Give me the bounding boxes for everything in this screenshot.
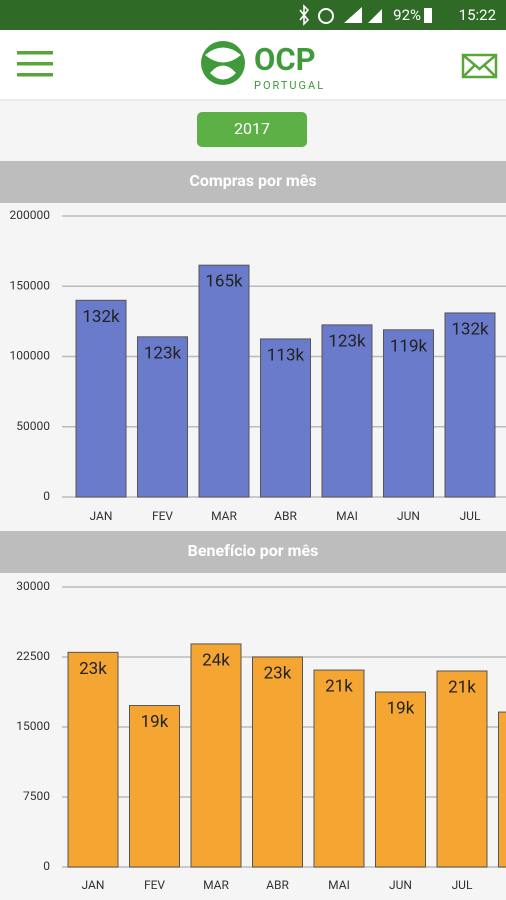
x-tick-label: JUN <box>389 878 412 892</box>
x-tick-label: FEV <box>144 878 165 892</box>
section-band <box>0 531 506 573</box>
x-tick-label: MAI <box>328 878 350 892</box>
bar-label: 23k <box>79 659 107 679</box>
x-tick-label: JUN <box>397 509 420 523</box>
bar <box>498 711 506 868</box>
bar-label: 123k <box>328 331 366 351</box>
bar-label: 132k <box>82 307 120 327</box>
bar-label: 123k <box>144 343 182 363</box>
section-title: Compras por mês <box>189 171 316 190</box>
y-tick-label: 150000 <box>10 278 51 292</box>
bar <box>129 705 180 868</box>
bar <box>444 312 496 498</box>
bar-label: 19k <box>387 698 415 718</box>
bar <box>198 264 250 498</box>
bar <box>436 670 488 868</box>
signal-icon <box>368 9 382 23</box>
battery: 92% <box>393 6 421 24</box>
bar <box>252 656 303 868</box>
bar-label: 119k <box>390 336 428 356</box>
x-tick-label: FEV <box>152 509 173 523</box>
signal-icon <box>344 7 362 23</box>
logo-text: OCP <box>254 41 316 78</box>
clock: 15:22 <box>459 6 496 24</box>
bar-label: 21k <box>448 677 476 697</box>
bluetooth-icon <box>299 4 310 26</box>
y-tick-label: 100000 <box>10 349 51 363</box>
status-bar <box>0 0 506 30</box>
bar-label: 24k <box>202 650 230 670</box>
y-tick-label: 15000 <box>16 719 50 733</box>
bar <box>375 691 426 868</box>
bar <box>321 324 373 498</box>
bar <box>260 338 311 498</box>
bar <box>190 643 242 868</box>
app-header <box>0 30 506 100</box>
x-tick-label: MAR <box>203 878 229 892</box>
y-tick-label: 0 <box>43 859 50 873</box>
y-tick-label: 7500 <box>23 789 50 803</box>
battery-icon <box>424 8 432 23</box>
logo: OCP PORTUGAL <box>201 41 325 92</box>
x-tick-label: MAR <box>211 509 237 523</box>
x-tick-label: JUL <box>452 878 473 892</box>
bar-label: 132k <box>451 319 489 339</box>
bar-label: 165k <box>205 272 243 292</box>
mail-button[interactable] <box>461 53 498 79</box>
bar-label: 113k <box>267 345 305 365</box>
y-tick-label: 30000 <box>16 579 50 593</box>
x-tick-label: ABR <box>274 509 297 523</box>
y-tick-label: 0 <box>43 489 50 503</box>
y-tick-label: 200000 <box>10 208 51 222</box>
menu-button[interactable] <box>17 51 53 77</box>
year-label: 2017 <box>234 119 270 138</box>
bar <box>313 669 365 868</box>
year-button[interactable] <box>197 112 307 147</box>
logo-sub: PORTUGAL <box>254 79 325 92</box>
y-tick-label: 50000 <box>16 419 50 433</box>
bar-label: 23k <box>264 663 292 683</box>
x-tick-label: JUL <box>460 509 481 523</box>
bar <box>137 336 188 498</box>
x-tick-label: MAI <box>336 509 358 523</box>
alarm-icon <box>318 8 334 24</box>
bar <box>67 651 119 868</box>
bar <box>383 329 434 498</box>
x-tick-label: ABR <box>266 878 289 892</box>
y-tick-label: 22500 <box>16 649 50 663</box>
x-tick-label: JAN <box>82 878 105 892</box>
section-band <box>0 161 506 203</box>
bar-label: 19k <box>141 712 169 732</box>
section-title: Benefício por mês <box>188 541 319 560</box>
bar <box>75 299 127 498</box>
bar-label: 21k <box>325 677 353 697</box>
x-tick-label: JAN <box>90 509 113 523</box>
